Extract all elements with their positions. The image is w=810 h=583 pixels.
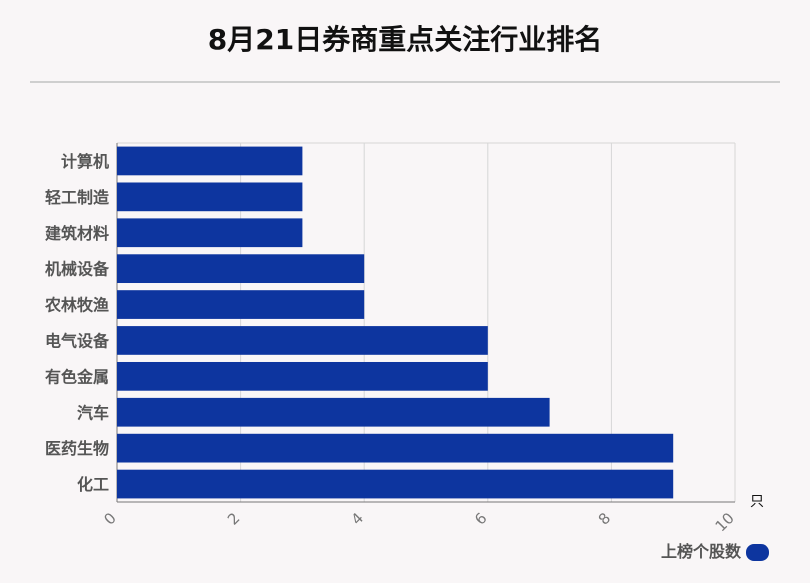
bar[interactable] (117, 361, 488, 391)
bar[interactable] (117, 326, 488, 355)
x-tick-label: 6 (471, 509, 490, 528)
bar[interactable] (117, 397, 550, 427)
x-tick-label: 0 (100, 509, 119, 528)
x-tick-label: 8 (595, 509, 614, 528)
category-label: 有色金属 (45, 367, 109, 386)
legend-label: 上榜个股数 (661, 542, 742, 561)
x-axis-unit: 只 (750, 494, 764, 510)
x-tick-labels: 0 2 4 6 8 10 (100, 509, 737, 535)
bar[interactable] (117, 433, 674, 463)
title-divider (30, 81, 780, 83)
category-label: 农林牧渔 (44, 296, 109, 315)
category-label: 计算机 (61, 152, 109, 171)
category-label: 机械设备 (45, 260, 110, 279)
category-label: 化工 (77, 475, 109, 494)
legend-swatch (746, 544, 769, 561)
bar[interactable] (117, 254, 365, 284)
category-label: 建筑材料 (45, 224, 109, 243)
x-tick-label: 2 (224, 509, 243, 528)
bar[interactable] (117, 469, 674, 499)
bar[interactable] (117, 218, 303, 248)
bar[interactable] (117, 146, 303, 176)
bars (117, 146, 674, 499)
bar[interactable] (117, 182, 303, 212)
x-tick-label: 10 (712, 509, 738, 535)
category-label: 轻工制造 (45, 188, 110, 207)
chart-title: 8月21日券商重点关注行业排名 (207, 23, 603, 56)
category-label: 医药生物 (45, 439, 109, 458)
x-tick-label: 4 (348, 509, 367, 528)
category-label: 汽车 (77, 403, 109, 422)
legend[interactable]: 上榜个股数 (661, 542, 769, 561)
bar[interactable] (117, 290, 365, 319)
category-label: 电气设备 (45, 331, 110, 350)
